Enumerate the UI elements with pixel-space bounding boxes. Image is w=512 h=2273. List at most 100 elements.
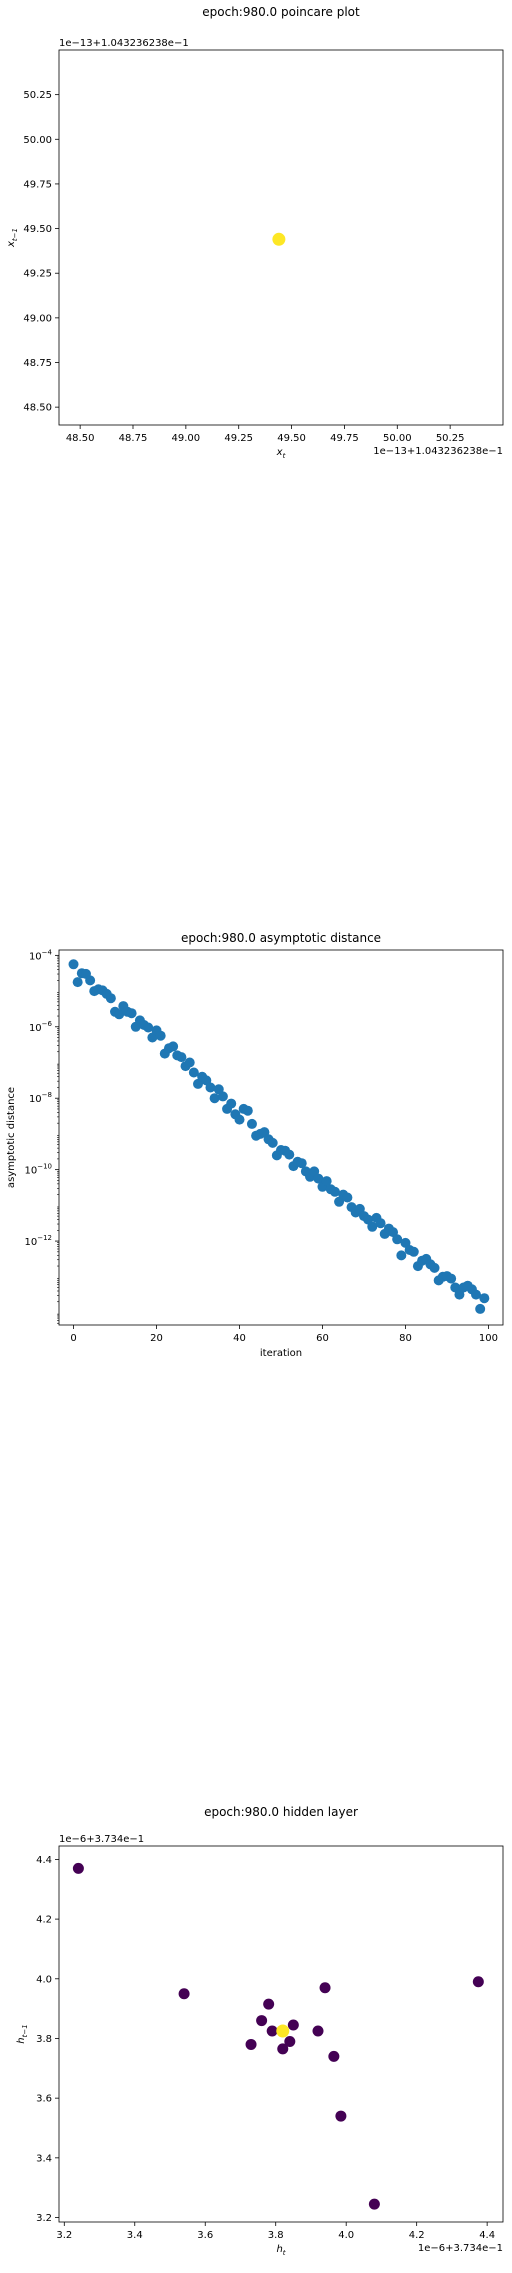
chart2-point-78 bbox=[392, 1234, 403, 1245]
chart3-point-5 bbox=[472, 1976, 484, 1988]
chart1-x-tick-label-4: 49.50 bbox=[277, 433, 306, 444]
chart2-y-tick-label-3: 10−6 bbox=[29, 1020, 53, 1034]
chart3-x-tick-label-3: 3.8 bbox=[268, 2230, 284, 2241]
chart1-y-tick-label-0: 48.50 bbox=[23, 403, 52, 414]
chart3-point-7 bbox=[266, 2025, 278, 2037]
chart1-x-tick-label-7: 50.25 bbox=[436, 433, 465, 444]
chart2-x-tick-label-1: 20 bbox=[150, 1333, 163, 1344]
chart1-x-axis-label: xt bbox=[276, 447, 286, 460]
chart3-point-3 bbox=[256, 2015, 268, 2027]
chart1-x-tick-label-5: 49.75 bbox=[330, 433, 359, 444]
chart3-y-tick-label-6: 4.4 bbox=[36, 1855, 52, 1866]
chart3-y-tick-label-1: 3.4 bbox=[36, 2153, 52, 2164]
chart3-point-14 bbox=[368, 2198, 380, 2210]
chart2-point-38 bbox=[226, 1098, 237, 1109]
chart1-y-tick-label-1: 48.75 bbox=[23, 358, 52, 369]
chart2-point-97 bbox=[471, 1289, 482, 1300]
chart3-point-12 bbox=[328, 2050, 340, 2062]
chart1-y-tick-label-6: 50.00 bbox=[23, 135, 52, 146]
chart1-y-tick-label-7: 50.25 bbox=[23, 90, 52, 101]
chart1-x-tick-label-3: 49.25 bbox=[224, 433, 253, 444]
chart1-x-tick-label-6: 50.00 bbox=[383, 433, 412, 444]
chart1-x-tick-label-1: 48.75 bbox=[119, 433, 148, 444]
chart3-y-offset-label: 1e−6+3.734e−1 bbox=[59, 1834, 144, 1845]
chart2-point-63 bbox=[329, 1186, 340, 1197]
chart2-point-0 bbox=[68, 959, 79, 970]
chart2-x-tick-label-5: 100 bbox=[479, 1333, 498, 1344]
chart2-point-74 bbox=[375, 1218, 386, 1229]
chart2-point-98 bbox=[475, 1303, 486, 1314]
chart3-point-8 bbox=[287, 2019, 299, 2031]
chart2-point-18 bbox=[143, 1022, 154, 1033]
chart2-point-66 bbox=[342, 1192, 353, 1203]
chart2-point-72 bbox=[367, 1221, 378, 1232]
chart3-point-2 bbox=[263, 1998, 275, 2010]
chart2-point-21 bbox=[155, 1030, 166, 1041]
chart3-x-tick-label-5: 4.2 bbox=[409, 2230, 425, 2241]
chart1-y-tick-label-2: 49.00 bbox=[23, 313, 52, 324]
chart2-point-91 bbox=[446, 1273, 457, 1284]
chart2-point-33 bbox=[205, 1082, 216, 1093]
chart3-point-9 bbox=[284, 2035, 296, 2047]
chart2-point-43 bbox=[246, 1118, 257, 1129]
chart2-x-tick-label-2: 40 bbox=[233, 1333, 246, 1344]
chart3-title: epoch:980.0 hidden layer bbox=[204, 1805, 358, 1819]
chart2-point-4 bbox=[85, 975, 96, 986]
chart2-point-99 bbox=[479, 1293, 490, 1304]
chart1-y-tick-label-5: 49.75 bbox=[23, 179, 52, 190]
chart3-x-tick-label-0: 3.2 bbox=[56, 2230, 72, 2241]
chart1-plot-frame bbox=[58, 49, 504, 426]
chart3-point-10 bbox=[277, 2043, 289, 2055]
chart2-point-11 bbox=[114, 1009, 125, 1020]
chart2-point-40 bbox=[234, 1114, 245, 1125]
chart3-point-15 bbox=[276, 2024, 290, 2038]
chart2-y-tick-label-2: 10−8 bbox=[29, 1091, 52, 1105]
chart2-x-tick-label-3: 60 bbox=[316, 1333, 329, 1344]
chart3-point-13 bbox=[335, 2110, 347, 2122]
chart2-point-55 bbox=[296, 1158, 307, 1169]
chart2-point-79 bbox=[396, 1250, 407, 1261]
chart3-y-tick-label-3: 3.8 bbox=[36, 2034, 52, 2045]
chart2-x-axis-label: iteration bbox=[260, 1348, 302, 1359]
chart3-x-offset-label: 1e−6+3.734e−1 bbox=[418, 2243, 503, 2254]
chart2-x-tick-label-0: 0 bbox=[70, 1333, 76, 1344]
chart3-y-axis-label: ht−1 bbox=[16, 2024, 29, 2043]
chart2-point-1 bbox=[72, 977, 83, 988]
chart2-y-tick-label-1: 10−10 bbox=[24, 1163, 52, 1177]
chart3-point-4 bbox=[319, 1982, 331, 1994]
chart2-y-axis-label: asymptotic distance bbox=[6, 1087, 17, 1188]
chart2-point-87 bbox=[429, 1262, 440, 1273]
chart2-point-36 bbox=[217, 1091, 228, 1102]
chart3-y-tick-label-4: 4.0 bbox=[36, 1974, 52, 1985]
chart3-point-0 bbox=[72, 1862, 84, 1874]
chart1-title: epoch:980.0 poincare plot bbox=[202, 5, 360, 19]
chart2-point-24 bbox=[168, 1041, 179, 1052]
chart2-point-52 bbox=[284, 1149, 295, 1160]
chart3-plot-frame bbox=[58, 1845, 504, 2223]
chart3-point-11 bbox=[312, 2025, 324, 2037]
chart2-point-28 bbox=[184, 1057, 195, 1068]
chart1-y-tick-label-3: 49.25 bbox=[23, 269, 52, 280]
chart3-point-6 bbox=[245, 2038, 257, 2050]
chart1-y-tick-label-4: 49.50 bbox=[23, 224, 52, 235]
chart1-x-tick-label-0: 48.50 bbox=[66, 433, 95, 444]
chart2-point-9 bbox=[105, 993, 116, 1004]
chart2-point-42 bbox=[242, 1105, 253, 1116]
chart2-point-34 bbox=[209, 1093, 220, 1104]
chart3-y-tick-label-0: 3.2 bbox=[36, 2213, 52, 2224]
chart1-y-offset-label: 1e−13+1.043236238e−1 bbox=[59, 38, 189, 49]
chart1-y-axis-label: xt−1 bbox=[6, 228, 19, 248]
chart2-point-26 bbox=[176, 1052, 187, 1063]
chart2-point-82 bbox=[408, 1246, 419, 1257]
chart3-x-axis-label: ht bbox=[276, 2244, 285, 2257]
chart2-title: epoch:980.0 asymptotic distance bbox=[181, 931, 381, 945]
chart3-y-tick-label-2: 3.6 bbox=[36, 2094, 52, 2105]
chart1-x-tick-label-2: 49.00 bbox=[172, 433, 201, 444]
chart2-point-59 bbox=[313, 1173, 324, 1184]
chart3-point-1 bbox=[178, 1988, 190, 2000]
chart3-x-tick-label-6: 4.4 bbox=[479, 2230, 495, 2241]
chart2-point-61 bbox=[321, 1176, 332, 1187]
chart2-point-14 bbox=[126, 1008, 137, 1019]
chart3-x-tick-label-2: 3.6 bbox=[197, 2230, 213, 2241]
